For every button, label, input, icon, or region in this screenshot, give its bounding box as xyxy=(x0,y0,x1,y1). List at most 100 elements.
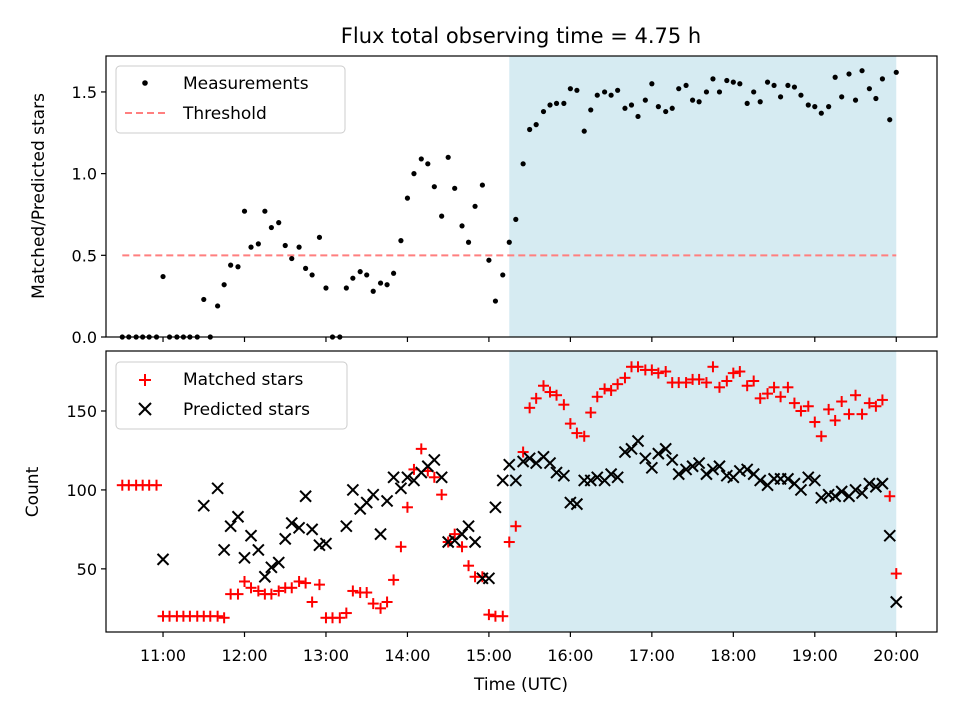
x-tick-label: 19:00 xyxy=(792,646,838,665)
predicted-point xyxy=(781,472,795,486)
measurement-point xyxy=(764,79,771,85)
predicted-point xyxy=(367,488,380,501)
measurement-point xyxy=(262,208,268,214)
measurement-point xyxy=(527,126,533,133)
matched-point xyxy=(232,588,244,600)
measurement-point xyxy=(411,171,417,177)
ratio-panel-frame xyxy=(105,55,938,338)
predicted-point xyxy=(794,483,808,497)
measurement-point xyxy=(683,82,689,89)
measurement-point xyxy=(431,184,437,190)
predicted-point xyxy=(380,494,394,508)
matched-point xyxy=(306,596,318,608)
predicted-point xyxy=(645,461,659,475)
ratio-y-ticks: 0.0 0.5 1.0 1.5 xyxy=(72,83,106,347)
measurement-point xyxy=(228,262,234,268)
matched-point xyxy=(884,490,896,502)
matched-point xyxy=(551,389,563,401)
predicted-point xyxy=(252,543,265,557)
count-legend: Matched stars Predicted stars xyxy=(115,361,348,430)
measurement-point xyxy=(533,122,539,128)
matched-point xyxy=(870,400,882,412)
measurement-point xyxy=(404,195,411,201)
matched-point xyxy=(503,536,515,548)
matched-point xyxy=(748,375,760,387)
predicted-point xyxy=(876,477,889,490)
predicted-point xyxy=(869,480,883,493)
predicted-point xyxy=(244,529,258,542)
predicted-point xyxy=(754,474,767,487)
observing-window-shade xyxy=(509,56,897,337)
legend-matched-label: Matched stars xyxy=(183,370,303,390)
measurement-point xyxy=(696,99,702,105)
legend-threshold-label: Threshold xyxy=(182,104,267,124)
predicted-point xyxy=(468,535,482,549)
matched-point xyxy=(843,408,855,420)
matched-point xyxy=(571,427,583,439)
measurement-point xyxy=(703,89,710,95)
predicted-point xyxy=(238,551,251,565)
count-panel-frame xyxy=(105,350,938,633)
measurement-point xyxy=(588,107,594,113)
matched-point xyxy=(713,381,725,393)
measurement-point xyxy=(689,97,696,103)
measurement-point xyxy=(513,216,519,222)
measurement-point xyxy=(574,87,580,93)
predicted-point xyxy=(509,474,523,487)
y-tick-label: 150 xyxy=(66,402,97,421)
count-x-ticks: 11:00 12:00 13:00 14:00 15:00 16:00 17:00 18:00… xyxy=(140,632,919,665)
measurement-point xyxy=(879,76,886,82)
matched-point xyxy=(795,405,807,417)
predicted-point xyxy=(666,453,679,467)
measurement-point xyxy=(751,89,757,95)
matched-point xyxy=(585,407,597,419)
matched-point xyxy=(415,443,427,455)
matched-point xyxy=(788,397,800,409)
measurement-point xyxy=(608,92,614,98)
predicted-point xyxy=(258,570,272,583)
predicted-point xyxy=(401,471,414,484)
measurement-point xyxy=(384,282,390,288)
measurement-point xyxy=(676,86,682,92)
y-tick-label: 50 xyxy=(77,560,97,579)
predicted-point xyxy=(489,501,502,514)
predicted-point xyxy=(319,537,333,550)
measurement-point xyxy=(887,117,893,123)
matched-point xyxy=(347,585,359,597)
measurement-point xyxy=(791,84,798,90)
measurement-point xyxy=(852,97,859,103)
matched-point xyxy=(693,373,705,385)
matched-point xyxy=(381,596,393,608)
measurement-point xyxy=(296,244,302,250)
predicted-point xyxy=(462,520,475,533)
matched-point xyxy=(517,446,529,458)
measurement-point xyxy=(812,104,818,110)
predicted-point xyxy=(740,463,754,476)
measurement-point xyxy=(276,220,282,226)
measurement-point xyxy=(398,238,404,244)
measurement-point xyxy=(710,76,716,82)
matched-point xyxy=(815,430,827,442)
predicted-point xyxy=(883,529,896,542)
predicted-point xyxy=(231,510,245,523)
measurement-point xyxy=(439,213,445,219)
measurement-point xyxy=(669,105,675,111)
matched-point xyxy=(456,541,468,553)
measurement-point xyxy=(798,92,804,98)
predicted-point xyxy=(550,466,563,479)
matched-point xyxy=(700,377,712,389)
measurement-point xyxy=(622,105,628,111)
matched-point xyxy=(564,418,576,430)
measurement-point xyxy=(418,156,424,162)
measurement-point xyxy=(459,223,465,229)
measurement-point xyxy=(268,224,274,231)
measurement-point xyxy=(445,154,451,160)
measurement-point xyxy=(479,182,485,188)
measurement-point xyxy=(241,208,248,214)
matched-point xyxy=(599,383,611,395)
measurement-point xyxy=(472,203,478,209)
measurement-point xyxy=(777,94,784,100)
measurement-point xyxy=(805,102,811,108)
matched-point xyxy=(591,391,603,403)
matched-point xyxy=(273,585,285,597)
